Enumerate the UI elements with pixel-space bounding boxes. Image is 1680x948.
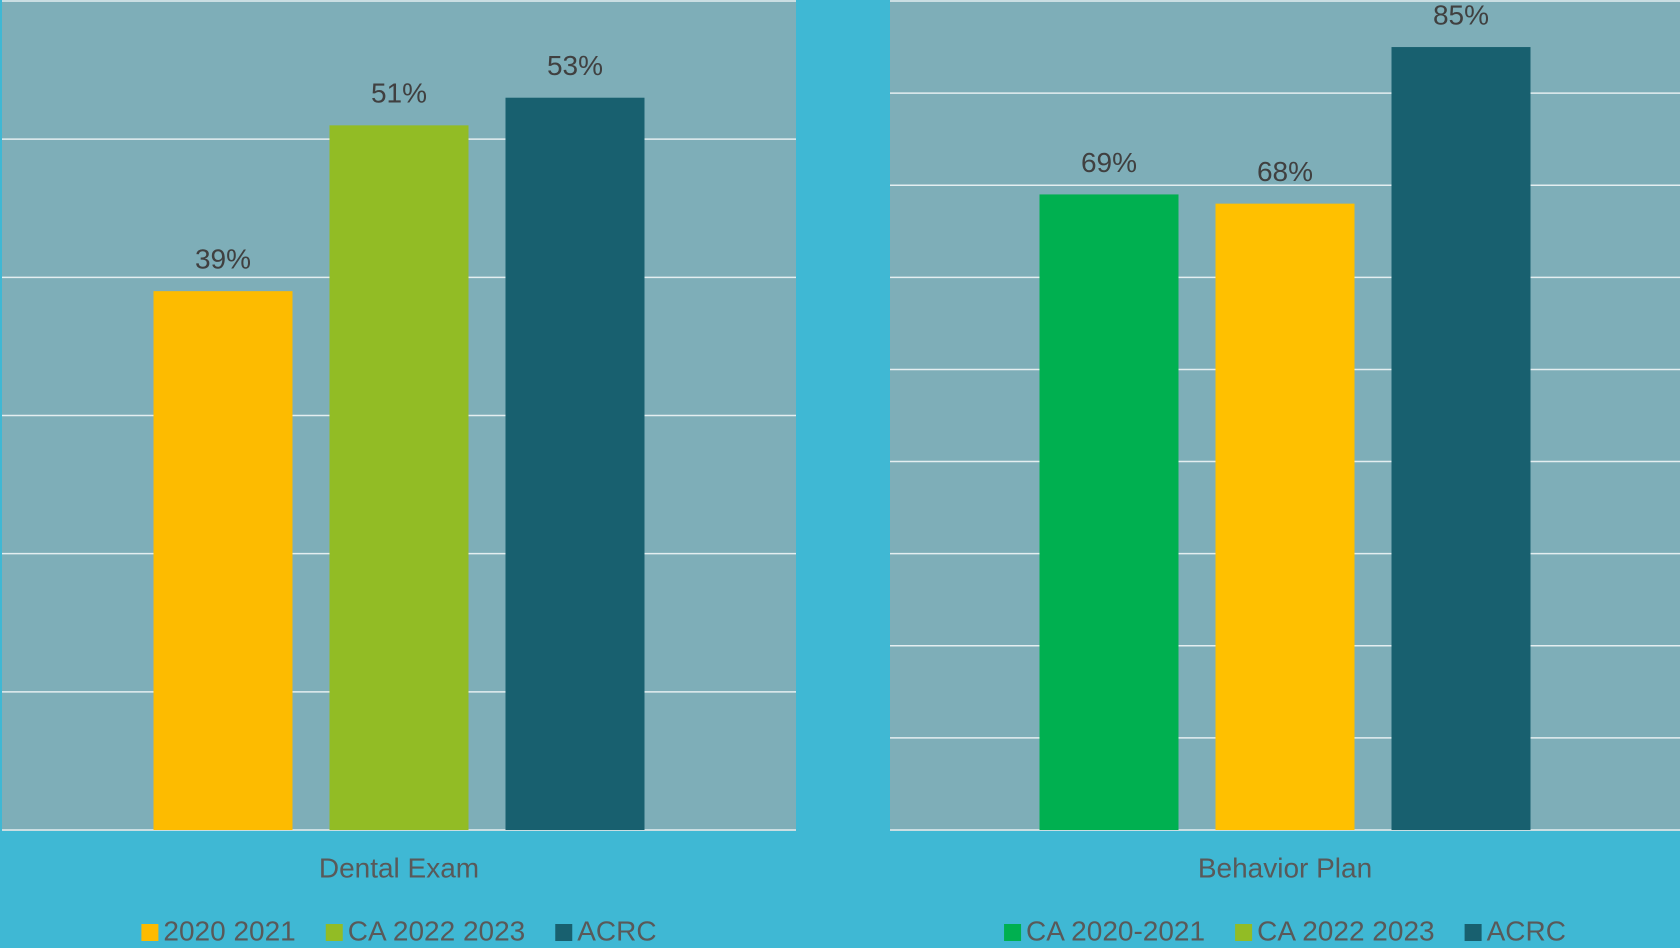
- legend-marker: [1004, 924, 1022, 941]
- bar: [329, 125, 469, 831]
- legend-label: CA 2020-2021: [1026, 915, 1205, 946]
- value-label: 39%: [195, 244, 251, 275]
- legend-label: 2020 2021: [163, 915, 295, 946]
- value-label: 68%: [1257, 156, 1313, 187]
- value-label: 51%: [371, 78, 427, 109]
- legend-label: ACRC: [1487, 915, 1566, 946]
- value-label: 85%: [1433, 0, 1489, 30]
- bar: [1215, 203, 1355, 831]
- legend-label: CA 2022 2023: [1257, 915, 1435, 946]
- category-label: Behavior Plan: [1198, 852, 1372, 883]
- value-label: 69%: [1081, 147, 1137, 178]
- legend-label: CA 2022 2023: [348, 915, 526, 946]
- bar: [505, 97, 645, 830]
- bar: [1039, 194, 1179, 830]
- bar: [153, 291, 293, 830]
- legend-marker: [555, 924, 573, 941]
- legend-marker: [1235, 924, 1253, 941]
- legend-marker: [141, 924, 159, 941]
- bar: [1391, 47, 1531, 831]
- legend-marker: [1464, 924, 1482, 941]
- category-label: Dental Exam: [319, 852, 479, 883]
- legend-marker: [325, 924, 343, 941]
- value-label: 53%: [547, 50, 603, 81]
- legend-label: ACRC: [577, 915, 656, 946]
